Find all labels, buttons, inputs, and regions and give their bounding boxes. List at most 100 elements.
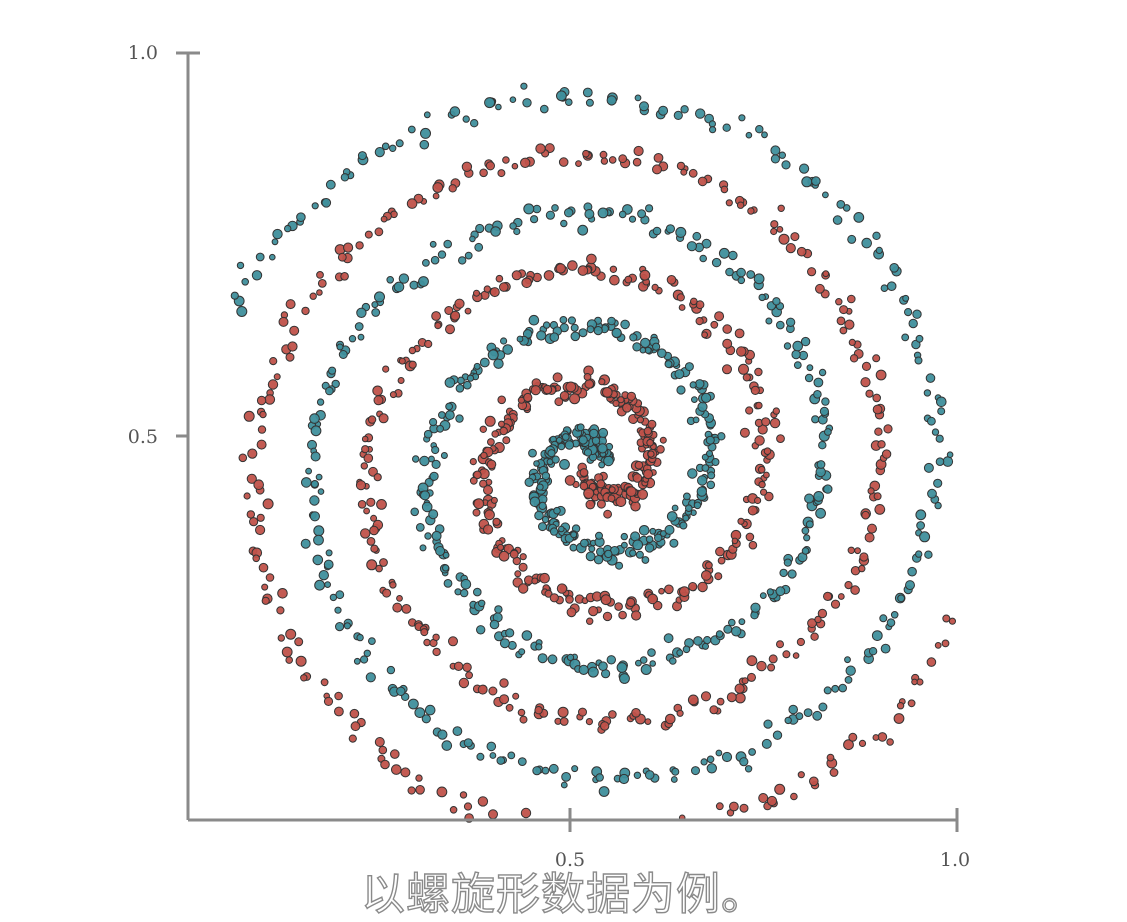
data-point-class-b (565, 381, 577, 393)
data-point-class-b (505, 703, 514, 712)
data-point-class-b (926, 657, 937, 667)
data-point-class-a (421, 714, 431, 724)
data-point-class-b (366, 559, 378, 571)
data-point-class-a (629, 333, 638, 342)
data-point-class-b (763, 471, 770, 479)
data-point-class-a (705, 435, 715, 445)
data-point-class-a (353, 657, 361, 665)
data-point-class-b (769, 417, 781, 429)
data-point-class-b (737, 517, 745, 525)
data-point-class-a (647, 648, 656, 657)
data-point-class-a (300, 538, 311, 549)
points-layer (230, 82, 957, 823)
data-point-class-b (843, 739, 854, 751)
data-point-class-a (801, 526, 810, 535)
data-point-class-a (597, 207, 609, 219)
data-point-class-a (443, 239, 453, 249)
data-point-class-a (523, 203, 535, 215)
data-point-class-b (432, 647, 441, 657)
data-point-class-b (829, 768, 839, 777)
data-point-class-a (582, 87, 593, 98)
data-point-class-b (340, 272, 349, 281)
data-point-class-b (349, 708, 360, 719)
data-point-class-a (325, 179, 336, 190)
data-point-class-a (296, 212, 306, 222)
data-point-class-b (715, 802, 724, 811)
data-point-class-a (669, 657, 677, 665)
data-point-class-a (641, 556, 650, 564)
data-point-class-b (320, 678, 329, 687)
data-point-class-b (705, 561, 713, 570)
data-point-class-a (758, 293, 766, 302)
data-point-class-a (755, 125, 764, 134)
data-point-class-a (496, 756, 506, 765)
data-point-class-a (676, 385, 686, 395)
data-point-class-a (765, 317, 773, 325)
data-point-class-a (753, 273, 765, 285)
data-point-class-a (915, 509, 927, 521)
data-point-class-a (935, 457, 945, 467)
data-point-class-a (686, 241, 698, 252)
data-point-class-b (569, 393, 581, 405)
data-point-class-b (680, 168, 688, 176)
data-point-class-b (285, 628, 297, 640)
data-point-class-b (636, 416, 645, 424)
data-point-class-b (837, 593, 845, 600)
data-point-class-a (321, 198, 332, 208)
data-point-class-b (520, 157, 531, 169)
data-point-class-a (783, 342, 792, 350)
data-point-class-b (285, 299, 296, 310)
data-point-class-a (645, 204, 654, 213)
data-point-class-b (519, 553, 527, 561)
data-point-class-b (256, 439, 267, 450)
data-point-class-a (557, 442, 566, 451)
data-point-class-b (276, 606, 285, 615)
data-point-class-b (449, 806, 458, 814)
data-point-class-b (373, 395, 384, 406)
data-point-class-b (256, 513, 265, 522)
data-point-class-a (371, 308, 381, 317)
data-point-class-b (741, 677, 749, 685)
data-point-class-a (595, 773, 604, 782)
data-point-class-a (585, 98, 594, 107)
data-point-class-a (424, 704, 436, 716)
data-point-class-b (348, 734, 357, 743)
data-point-class-a (832, 215, 843, 225)
data-point-class-a (886, 281, 897, 292)
data-point-class-b (815, 283, 825, 294)
data-point-class-a (386, 276, 395, 284)
data-point-class-b (626, 391, 637, 401)
data-point-class-a (462, 115, 470, 123)
data-point-class-a (872, 231, 881, 241)
data-point-class-a (584, 209, 595, 219)
data-point-class-a (693, 636, 703, 646)
data-point-class-b (379, 558, 388, 567)
data-point-class-b (420, 628, 429, 637)
data-point-class-a (638, 525, 650, 536)
data-point-class-a (310, 451, 321, 462)
data-point-class-b (877, 732, 888, 742)
data-point-class-a (811, 176, 821, 186)
data-point-class-b (764, 491, 774, 502)
data-point-class-a (486, 741, 497, 752)
data-point-class-b (687, 694, 699, 706)
data-point-class-a (255, 252, 265, 262)
data-point-class-a (455, 414, 464, 423)
data-point-class-b (448, 184, 457, 193)
data-point-class-a (478, 599, 486, 607)
data-point-class-b (881, 449, 892, 459)
data-point-class-a (420, 127, 431, 139)
data-point-class-a (703, 636, 712, 645)
data-point-class-b (778, 233, 790, 245)
data-point-class-b (488, 809, 498, 820)
data-point-class-a (824, 428, 832, 436)
data-point-class-a (343, 622, 351, 630)
data-point-class-b (774, 783, 786, 795)
data-point-class-b (497, 169, 506, 178)
data-point-class-b (269, 357, 278, 366)
data-point-class-a (801, 176, 813, 188)
data-point-class-a (313, 525, 325, 537)
data-point-class-b (459, 791, 468, 799)
data-point-class-a (620, 532, 628, 541)
data-point-class-b (872, 404, 883, 415)
